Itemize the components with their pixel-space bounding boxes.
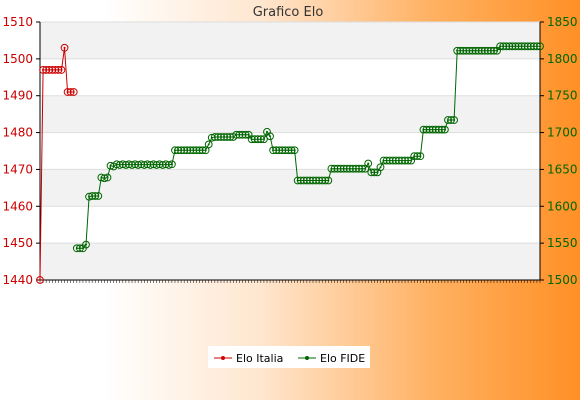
series-layer [36, 42, 544, 284]
y-axis-right: 1500 1550 1600 1650 1700 1750 1800 1850 [539, 15, 578, 287]
data-point-center [453, 119, 456, 122]
grid-band [40, 243, 540, 280]
data-point[interactable] [201, 146, 210, 155]
data-point-center [269, 135, 272, 138]
data-point-center [106, 176, 109, 179]
data-point[interactable] [290, 146, 299, 155]
y-left-tick-label: 1470 [2, 162, 33, 176]
data-point[interactable] [266, 132, 274, 141]
data-point-center [262, 138, 265, 141]
data-point[interactable] [260, 135, 268, 144]
data-point[interactable] [416, 152, 425, 161]
y-right-tick-label: 1500 [547, 273, 578, 287]
data-point-center [364, 167, 367, 170]
y-right-tick-label: 1650 [547, 162, 578, 176]
data-point-center [85, 243, 88, 246]
data-point-center [60, 68, 63, 71]
y-left-tick-label: 1480 [2, 126, 33, 140]
y-axis-left: 1440 1450 1460 1470 1480 1490 1500 1510 [2, 15, 41, 287]
data-point[interactable] [57, 66, 66, 74]
y-left-tick-label: 1460 [2, 199, 33, 213]
data-point[interactable] [103, 173, 112, 182]
data-point-center [419, 155, 422, 158]
y-right-tick-label: 1850 [547, 15, 578, 29]
data-point[interactable] [94, 192, 103, 200]
y-left-tick-label: 1500 [2, 52, 33, 66]
data-point-center [247, 133, 250, 136]
data-point[interactable] [364, 159, 373, 168]
data-point-center [379, 166, 382, 169]
y-right-tick-label: 1750 [547, 89, 578, 103]
legend-item-elo-italia[interactable]: Elo Italia [214, 352, 283, 365]
data-point-center [63, 46, 66, 49]
legend: Elo Italia Elo FIDE [208, 346, 370, 368]
y-left-tick-label: 1440 [2, 273, 33, 287]
data-point[interactable] [324, 176, 333, 185]
data-point-center [170, 163, 173, 166]
legend-item-elo-fide[interactable]: Elo FIDE [298, 352, 365, 365]
data-point-center [97, 194, 100, 197]
data-point-center [410, 159, 413, 162]
data-point-center [367, 162, 370, 165]
data-point-center [204, 149, 207, 152]
x-axis [39, 279, 541, 283]
legend-label-elo-italia: Elo Italia [236, 352, 283, 365]
legend-marker-elo-fide [305, 356, 309, 360]
data-point[interactable] [450, 116, 459, 124]
legend-box [208, 346, 370, 368]
legend-marker-elo-italia [221, 356, 225, 360]
data-point-center [293, 149, 296, 152]
series-elo-italia [36, 43, 78, 284]
data-point-center [207, 143, 210, 146]
plot-background [40, 22, 540, 280]
grid-band [40, 95, 540, 133]
data-point[interactable] [60, 43, 69, 52]
data-point[interactable] [69, 88, 78, 96]
data-point-center [327, 179, 330, 182]
grid-band [40, 169, 540, 207]
data-point-center [265, 130, 268, 133]
y-left-tick-label: 1450 [2, 236, 33, 250]
data-point[interactable] [36, 276, 44, 284]
data-point[interactable] [82, 240, 90, 249]
data-point[interactable] [441, 125, 449, 134]
y-left-tick-label: 1510 [2, 15, 33, 29]
data-point[interactable] [204, 140, 213, 149]
data-point[interactable] [376, 163, 385, 172]
data-point-center [496, 49, 499, 52]
data-point-center [376, 171, 379, 174]
plot-area [40, 22, 540, 280]
chart-title: Grafico Elo [253, 5, 324, 20]
data-point-center [539, 45, 541, 48]
data-point[interactable] [168, 160, 176, 169]
legend-label-elo-fide: Elo FIDE [320, 352, 365, 365]
y-right-tick-label: 1700 [547, 126, 578, 140]
data-point-center [81, 247, 84, 250]
data-point[interactable] [536, 42, 544, 51]
series-elo-fide [72, 42, 544, 253]
y-right-tick-label: 1600 [547, 199, 578, 213]
y-right-tick-label: 1800 [547, 52, 578, 66]
data-point-center [443, 128, 446, 131]
data-point-center [72, 91, 75, 94]
data-point-center [39, 279, 41, 281]
y-right-tick-label: 1550 [547, 236, 578, 250]
y-left-tick-label: 1490 [2, 89, 33, 103]
